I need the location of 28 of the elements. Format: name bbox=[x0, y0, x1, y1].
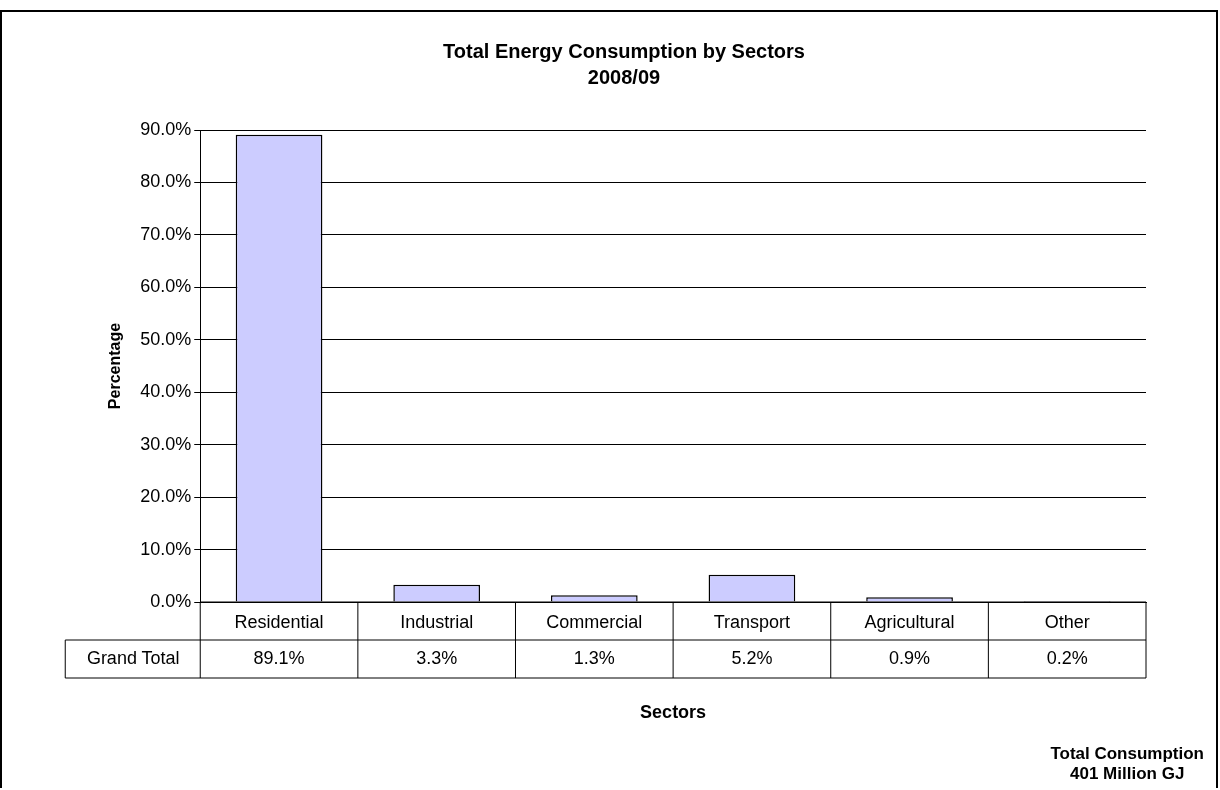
y-tick-label: 90.0% bbox=[140, 118, 192, 139]
y-tick-label: 70.0% bbox=[140, 223, 192, 244]
data-label: 0.9% bbox=[889, 647, 931, 668]
x-tick-label: Agricultural bbox=[864, 611, 955, 632]
data-label: 5.2% bbox=[731, 647, 773, 668]
y-axis-title: Percentage bbox=[106, 322, 124, 410]
chart-title: Total Energy Consumption by Sectors bbox=[443, 39, 805, 62]
x-tick-label: Industrial bbox=[400, 611, 474, 632]
x-tick-label: Transport bbox=[713, 611, 791, 632]
x-tick-label: Other bbox=[1044, 611, 1090, 632]
data-label: 1.3% bbox=[573, 647, 615, 668]
text: Total Consumption 401 Million GJ bbox=[1050, 744, 1204, 784]
data-label: 89.1% bbox=[253, 647, 305, 668]
text: Grand Total bbox=[86, 647, 180, 668]
x-tick-label: Commercial bbox=[546, 611, 643, 632]
y-tick-label: 80.0% bbox=[140, 171, 192, 192]
y-tick-label: 60.0% bbox=[140, 276, 192, 297]
data-label: 0.2% bbox=[1046, 647, 1088, 668]
y-tick-label: 20.0% bbox=[140, 486, 192, 507]
chart-subtitle: 2008/09 bbox=[587, 65, 661, 88]
y-tick-label: 30.0% bbox=[140, 433, 192, 454]
y-tick-label: 50.0% bbox=[140, 328, 192, 349]
data-label: 3.3% bbox=[416, 647, 458, 668]
y-tick-label: 40.0% bbox=[140, 381, 192, 402]
x-tick-label: Residential bbox=[234, 611, 324, 632]
y-tick-label: 0.0% bbox=[150, 590, 192, 611]
x-axis-title: Sectors bbox=[640, 702, 707, 723]
y-tick-label: 10.0% bbox=[140, 538, 192, 559]
